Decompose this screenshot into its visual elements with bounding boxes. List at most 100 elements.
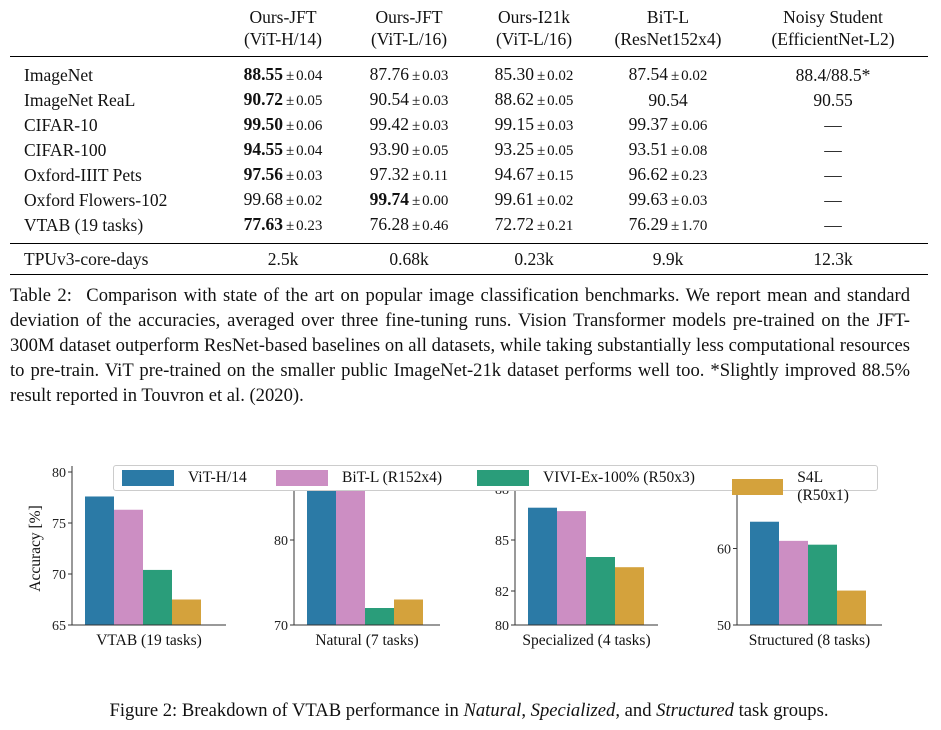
accuracy-mean: 93.51 (629, 139, 668, 159)
result-cell: 94.55 ±0.04 (218, 138, 348, 163)
result-cell: 90.72 ±0.05 (218, 88, 348, 113)
result-cell: 87.54 ±0.02 (598, 57, 738, 89)
chart-bar (557, 511, 586, 625)
table-body: ImageNet 88.55 ±0.04 87.76 ±0.03 85.30 ±0.02 87… (10, 57, 928, 244)
column-header: Ours-I21k (ViT-L/16) (470, 4, 598, 57)
result-cell: 93.25 ±0.05 (470, 138, 598, 163)
plus-minus-sign: ± (412, 193, 420, 209)
accuracy-mean: — (824, 165, 842, 185)
accuracy-mean: 99.74 (370, 189, 409, 209)
result-cell: 88.55 ±0.04 (218, 57, 348, 89)
accuracy-mean: 77.63 (244, 214, 283, 234)
chart-bar (586, 557, 615, 625)
result-cell: 72.72 ±0.21 (470, 213, 598, 244)
accuracy-std: 0.03 (422, 68, 448, 84)
column-header-line1: Ours-I21k (470, 6, 598, 28)
column-header-line2: (ResNet152x4) (598, 28, 738, 50)
column-header-line1: Noisy Student (738, 6, 928, 28)
table-row: Oxford Flowers-102 99.68 ±0.02 99.74 ±0.00 99… (10, 188, 928, 213)
plus-minus-sign: ± (286, 193, 294, 209)
column-header: Noisy Student (EfficientNet-L2) (738, 4, 928, 57)
chart-bar (143, 570, 172, 625)
chart-bar (808, 545, 837, 625)
plus-minus-sign: ± (537, 218, 545, 234)
footer-label: TPUv3-core-days (10, 244, 218, 275)
accuracy-mean: 97.56 (244, 164, 283, 184)
plus-minus-sign: ± (412, 168, 420, 184)
column-header-line2: (EfficientNet-L2) (738, 28, 928, 50)
plus-minus-sign: ± (537, 193, 545, 209)
result-cell: 88.62 ±0.05 (470, 88, 598, 113)
legend-item: VIVI-Ex-100% (R50x3) (477, 469, 695, 487)
result-cell: 94.67 ±0.15 (470, 163, 598, 188)
dataset-name: Oxford-IIIT Pets (10, 163, 218, 188)
chart-bar (750, 522, 779, 625)
accuracy-std: 0.05 (296, 93, 322, 109)
accuracy-std: 0.11 (422, 168, 448, 184)
accuracy-std: 0.03 (422, 118, 448, 134)
table-row: Oxford-IIIT Pets 97.56 ±0.03 97.32 ±0.11 94.6… (10, 163, 928, 188)
plus-minus-sign: ± (671, 168, 679, 184)
result-cell: 90.54 ±0.03 (348, 88, 470, 113)
dataset-name: CIFAR-100 (10, 138, 218, 163)
accuracy-std: 0.02 (547, 193, 573, 209)
accuracy-mean: 72.72 (495, 214, 534, 234)
chart-bar (85, 496, 114, 625)
legend-label: VIVI-Ex-100% (R50x3) (543, 469, 695, 487)
column-header-line2: (ViT-H/14) (218, 28, 348, 50)
accuracy-mean: 76.28 (370, 214, 409, 234)
result-cell: — (738, 163, 928, 188)
legend-label: BiT-L (R152x4) (342, 469, 442, 487)
footer-value: 9.9k (598, 244, 738, 275)
accuracy-mean: 93.25 (495, 139, 534, 159)
accuracy-mean: — (824, 190, 842, 210)
legend-item: BiT-L (R152x4) (276, 469, 442, 487)
accuracy-std: 0.05 (422, 143, 448, 159)
result-cell: — (738, 113, 928, 138)
y-tick-label: 82 (495, 585, 509, 600)
y-tick-label: 70 (274, 619, 288, 634)
table-header-row: Ours-JFT (ViT-H/14) Ours-JFT (ViT-L/16) … (10, 4, 928, 57)
accuracy-mean: 94.67 (495, 164, 534, 184)
y-tick-label: 50 (717, 619, 731, 634)
accuracy-std: 0.05 (547, 93, 573, 109)
table-row: ImageNet 88.55 ±0.04 87.76 ±0.03 85.30 ±0.02 87… (10, 57, 928, 89)
accuracy-std: 0.02 (681, 68, 707, 84)
plus-minus-sign: ± (537, 168, 545, 184)
vtab-figure: 65 70 75 80 VTAB (19 tasks) Accuracy [%] 70 80 N… (0, 455, 941, 665)
accuracy-std: 0.06 (681, 118, 707, 134)
result-cell: 99.68 ±0.02 (218, 188, 348, 213)
accuracy-mean: 88.55 (244, 64, 283, 84)
y-tick-label: 70 (52, 568, 66, 583)
accuracy-mean: — (824, 215, 842, 235)
dataset-name: ImageNet ReaL (10, 88, 218, 113)
figure-caption-structured: Structured (656, 700, 734, 721)
plus-minus-sign: ± (412, 93, 420, 109)
accuracy-mean: 90.54 (648, 90, 687, 110)
accuracy-std: 0.02 (296, 193, 322, 209)
accuracy-std: 0.06 (296, 118, 322, 134)
accuracy-mean: 90.72 (244, 89, 283, 109)
chart-bar (307, 481, 336, 626)
accuracy-std: 0.02 (547, 68, 573, 84)
table-footer-row: TPUv3-core-days 2.5k 0.68k 0.23k 9.9k 12… (10, 244, 928, 275)
plus-minus-sign: ± (412, 218, 420, 234)
accuracy-mean: 97.32 (370, 164, 409, 184)
legend-swatch (276, 470, 328, 486)
dataset-name: Oxford Flowers-102 (10, 188, 218, 213)
plus-minus-sign: ± (412, 118, 420, 134)
plus-minus-sign: ± (286, 168, 294, 184)
chart-bar (172, 600, 201, 626)
plus-minus-sign: ± (537, 143, 545, 159)
column-header-line2: (ViT-L/16) (348, 28, 470, 50)
y-tick-label: 60 (717, 543, 731, 558)
y-tick-label: 80 (274, 534, 288, 549)
accuracy-std: 0.23 (681, 168, 707, 184)
accuracy-std: 0.04 (296, 143, 322, 159)
table-row: ImageNet ReaL 90.72 ±0.05 90.54 ±0.03 88.62 ±0… (10, 88, 928, 113)
result-cell: 99.37 ±0.06 (598, 113, 738, 138)
dataset-name: VTAB (19 tasks) (10, 213, 218, 244)
chart-bar (365, 608, 394, 625)
accuracy-mean: 88.62 (495, 89, 534, 109)
plus-minus-sign: ± (286, 93, 294, 109)
